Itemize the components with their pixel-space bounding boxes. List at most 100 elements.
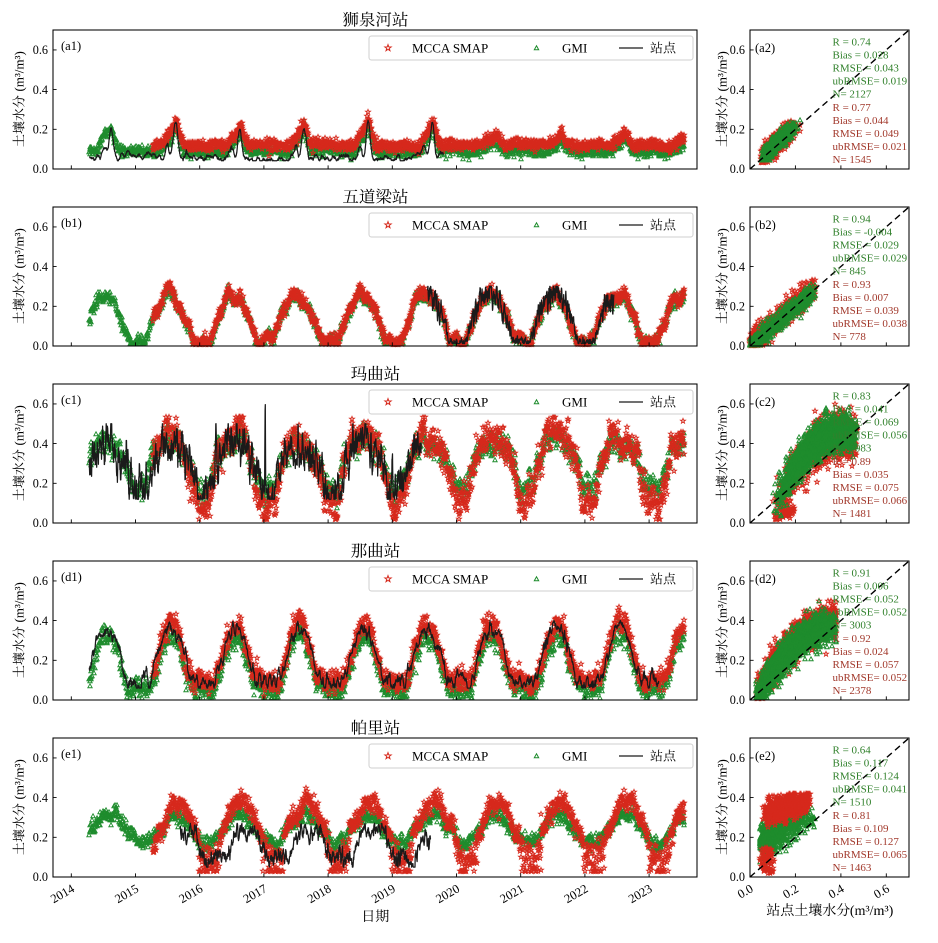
svg-text:0.6: 0.6 <box>730 574 745 588</box>
svg-text:0.2: 0.2 <box>33 477 48 491</box>
svg-text:Bias = 0.024: Bias = 0.024 <box>833 646 890 658</box>
svg-text:GMI: GMI <box>562 571 587 586</box>
svg-text:Bias = -0.004: Bias = -0.004 <box>833 227 893 239</box>
svg-text:ubRMSE= 0.052: ubRMSE= 0.052 <box>833 672 908 684</box>
svg-text:ubRMSE= 0.052: ubRMSE= 0.052 <box>833 607 908 619</box>
svg-text:0.4: 0.4 <box>730 791 745 805</box>
svg-text:0.6: 0.6 <box>33 574 48 588</box>
svg-text:0.6: 0.6 <box>33 751 48 765</box>
svg-text:N= 845: N= 845 <box>833 266 867 278</box>
svg-text:MCCA SMAP: MCCA SMAP <box>412 394 488 409</box>
svg-text:R = 0.91: R = 0.91 <box>833 568 871 580</box>
svg-text:(e2): (e2) <box>755 749 775 763</box>
svg-text:RMSE = 0.069: RMSE = 0.069 <box>833 417 900 429</box>
svg-text:Bias = 0.044: Bias = 0.044 <box>833 115 890 127</box>
svg-text:ubRMSE= 0.056: ubRMSE= 0.056 <box>833 430 908 442</box>
svg-text:0.2: 0.2 <box>33 831 48 845</box>
svg-text:N= 2083: N= 2083 <box>833 443 872 455</box>
svg-text:R = 0.74: R = 0.74 <box>833 37 872 49</box>
svg-text:(b2): (b2) <box>755 218 776 232</box>
svg-text:0.2: 0.2 <box>730 654 745 668</box>
svg-text:0.2: 0.2 <box>730 300 745 314</box>
svg-text:0.6: 0.6 <box>730 43 745 57</box>
svg-text:Bias = 0.007: Bias = 0.007 <box>833 292 890 304</box>
svg-text:0.4: 0.4 <box>730 83 745 97</box>
svg-text:(c1): (c1) <box>61 393 81 407</box>
svg-text:R = 0.94: R = 0.94 <box>833 214 872 226</box>
svg-text:Bias = 0.041: Bias = 0.041 <box>833 404 889 416</box>
svg-text:0.0: 0.0 <box>33 870 48 884</box>
svg-text:0.6: 0.6 <box>33 397 48 411</box>
svg-text:(a1): (a1) <box>61 39 81 53</box>
svg-text:GMI: GMI <box>562 217 587 232</box>
svg-text:(d2): (d2) <box>755 572 776 586</box>
svg-text:0.0: 0.0 <box>33 162 48 176</box>
svg-text:RMSE = 0.124: RMSE = 0.124 <box>833 771 900 783</box>
svg-text:R = 0.81: R = 0.81 <box>833 810 871 822</box>
svg-text:N= 1510: N= 1510 <box>833 797 872 809</box>
svg-text:0.0: 0.0 <box>730 870 745 884</box>
svg-text:ubRMSE= 0.041: ubRMSE= 0.041 <box>833 784 908 796</box>
svg-text:(b1): (b1) <box>61 216 82 230</box>
svg-text:RMSE = 0.049: RMSE = 0.049 <box>833 128 900 140</box>
svg-text:0.6: 0.6 <box>730 397 745 411</box>
svg-text:MCCA SMAP: MCCA SMAP <box>412 571 488 586</box>
svg-text:RMSE = 0.127: RMSE = 0.127 <box>833 836 900 848</box>
svg-text:0.2: 0.2 <box>33 123 48 137</box>
svg-text:N= 1481: N= 1481 <box>833 508 872 520</box>
svg-text:Bias = 0.117: Bias = 0.117 <box>833 758 889 770</box>
svg-text:GMI: GMI <box>562 748 587 763</box>
svg-text:0.6: 0.6 <box>33 43 48 57</box>
svg-text:N= 2378: N= 2378 <box>833 685 872 697</box>
svg-text:N= 778: N= 778 <box>833 331 867 343</box>
svg-text:R = 0.64: R = 0.64 <box>833 745 872 757</box>
svg-text:RMSE = 0.052: RMSE = 0.052 <box>833 594 899 606</box>
svg-text:MCCA SMAP: MCCA SMAP <box>412 217 488 232</box>
svg-text:(a2): (a2) <box>755 41 775 55</box>
svg-text:0.0: 0.0 <box>730 339 745 353</box>
svg-text:(d1): (d1) <box>61 570 82 584</box>
svg-text:RMSE = 0.057: RMSE = 0.057 <box>833 659 900 671</box>
svg-text:R = 0.93: R = 0.93 <box>833 279 872 291</box>
svg-text:0.0: 0.0 <box>33 516 48 530</box>
svg-text:ubRMSE= 0.019: ubRMSE= 0.019 <box>833 76 908 88</box>
svg-text:0.2: 0.2 <box>730 123 745 137</box>
svg-text:0.2: 0.2 <box>33 654 48 668</box>
svg-text:ubRMSE= 0.038: ubRMSE= 0.038 <box>833 318 908 330</box>
svg-text:ubRMSE= 0.066: ubRMSE= 0.066 <box>833 495 908 507</box>
svg-text:0.0: 0.0 <box>730 516 745 530</box>
svg-text:MCCA SMAP: MCCA SMAP <box>412 40 488 55</box>
svg-text:0.6: 0.6 <box>730 220 745 234</box>
svg-text:RMSE = 0.029: RMSE = 0.029 <box>833 240 900 252</box>
svg-text:0.0: 0.0 <box>33 693 48 707</box>
svg-text:0.2: 0.2 <box>730 477 745 491</box>
svg-text:0.4: 0.4 <box>33 614 48 628</box>
svg-text:0.0: 0.0 <box>735 881 756 901</box>
svg-text:0.4: 0.4 <box>33 437 48 451</box>
svg-text:0.6: 0.6 <box>730 751 745 765</box>
svg-text:0.4: 0.4 <box>730 260 745 274</box>
svg-text:0.6: 0.6 <box>871 881 892 901</box>
svg-text:0.4: 0.4 <box>33 83 48 97</box>
svg-text:R = 0.83: R = 0.83 <box>833 391 872 403</box>
svg-text:0.2: 0.2 <box>730 831 745 845</box>
svg-text:0.6: 0.6 <box>33 220 48 234</box>
svg-text:ubRMSE= 0.021: ubRMSE= 0.021 <box>833 141 908 153</box>
svg-text:0.0: 0.0 <box>730 693 745 707</box>
svg-text:GMI: GMI <box>562 394 587 409</box>
svg-text:0.2: 0.2 <box>33 300 48 314</box>
svg-text:0.0: 0.0 <box>730 162 745 176</box>
svg-text:(c2): (c2) <box>755 395 775 409</box>
svg-text:N= 3003: N= 3003 <box>833 620 872 632</box>
svg-text:0.0: 0.0 <box>33 339 48 353</box>
svg-text:N= 1463: N= 1463 <box>833 862 872 874</box>
svg-text:N= 1545: N= 1545 <box>833 154 872 166</box>
svg-text:GMI: GMI <box>562 40 587 55</box>
svg-text:0.4: 0.4 <box>730 614 745 628</box>
svg-text:0.4: 0.4 <box>730 437 745 451</box>
svg-text:(e1): (e1) <box>61 747 81 761</box>
svg-text:RMSE = 0.043: RMSE = 0.043 <box>833 63 900 75</box>
svg-text:R = 0.77: R = 0.77 <box>833 102 872 114</box>
svg-text:0.4: 0.4 <box>33 260 48 274</box>
svg-text:0.2: 0.2 <box>780 881 801 901</box>
